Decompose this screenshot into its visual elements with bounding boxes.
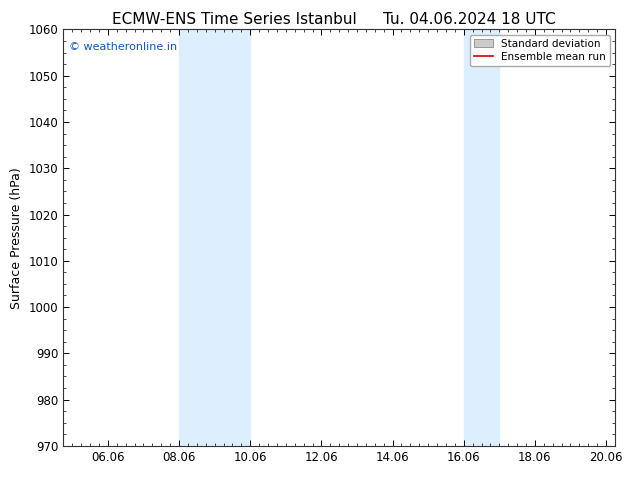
- Y-axis label: Surface Pressure (hPa): Surface Pressure (hPa): [10, 167, 23, 309]
- Bar: [463, 29, 500, 446]
- Text: © weatheronline.in: © weatheronline.in: [69, 42, 177, 52]
- Text: ECMW-ENS Time Series Istanbul: ECMW-ENS Time Series Istanbul: [112, 12, 357, 27]
- Legend: Standard deviation, Ensemble mean run: Standard deviation, Ensemble mean run: [470, 35, 610, 66]
- Text: Tu. 04.06.2024 18 UTC: Tu. 04.06.2024 18 UTC: [383, 12, 555, 27]
- Bar: [179, 29, 250, 446]
